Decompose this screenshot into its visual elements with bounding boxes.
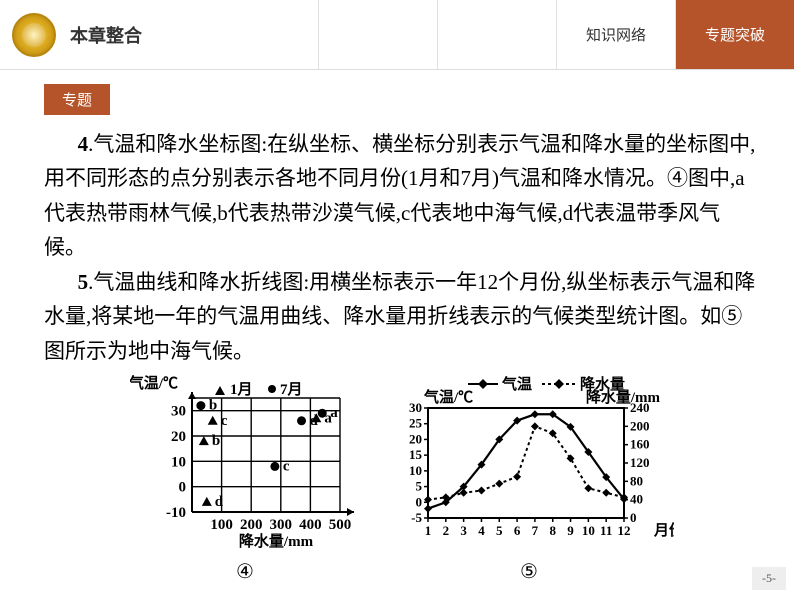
svg-text:3: 3 bbox=[460, 523, 467, 538]
svg-text:100: 100 bbox=[210, 517, 233, 533]
svg-text:40: 40 bbox=[630, 492, 643, 507]
svg-text:c: c bbox=[221, 413, 228, 429]
svg-text:气温/℃: 气温/℃ bbox=[130, 374, 178, 392]
svg-text:25: 25 bbox=[409, 416, 423, 431]
svg-text:200: 200 bbox=[630, 418, 650, 433]
svg-text:160: 160 bbox=[630, 437, 650, 452]
svg-text:10: 10 bbox=[582, 523, 595, 538]
para-text-4: .气温和降水坐标图:在纵坐标、横坐标分别表示气温和降水量的坐标图中,用不同形态的… bbox=[44, 132, 755, 259]
para-num-5: 5 bbox=[78, 270, 89, 294]
svg-text:d: d bbox=[215, 494, 224, 510]
svg-text:-10: -10 bbox=[166, 505, 186, 521]
svg-text:c: c bbox=[283, 458, 290, 474]
svg-text:12: 12 bbox=[618, 523, 631, 538]
svg-text:500: 500 bbox=[329, 517, 352, 533]
spacer bbox=[319, 0, 437, 69]
svg-text:d: d bbox=[310, 413, 319, 429]
svg-text:10: 10 bbox=[171, 454, 186, 470]
para-text-5: .气温曲线和降水折线图:用横坐标表示一年12个月份,纵坐标表示气温和降水量,将某… bbox=[44, 270, 755, 363]
tab-topic-breakthrough[interactable]: 专题突破 bbox=[676, 0, 794, 69]
charts-row: 气温/℃1月7月-100102030100200300400500降水量/mma… bbox=[44, 372, 760, 584]
svg-text:a: a bbox=[324, 410, 332, 426]
svg-text:降水量/mm: 降水量/mm bbox=[239, 532, 314, 550]
svg-text:-5: -5 bbox=[411, 510, 422, 525]
chart4-block: 气温/℃ 1月 7月 -10 0 10 20 30 100 200 300 400 500 降水量/mm a… bbox=[130, 372, 360, 584]
svg-text:气温: 气温 bbox=[501, 375, 532, 393]
svg-text:20: 20 bbox=[409, 431, 422, 446]
svg-text:1月: 1月 bbox=[230, 381, 253, 398]
svg-text:200: 200 bbox=[240, 517, 263, 533]
chart4-svg: 气温/℃ 1月 7月 -10 0 10 20 30 100 200 300 400 500 降水量/mm a… bbox=[130, 372, 360, 552]
svg-text:20: 20 bbox=[171, 429, 186, 445]
svg-text:4: 4 bbox=[478, 523, 485, 538]
svg-text:0: 0 bbox=[179, 480, 187, 496]
svg-text:7: 7 bbox=[532, 523, 539, 538]
page-number: -5- bbox=[752, 567, 786, 590]
svg-text:300: 300 bbox=[270, 517, 293, 533]
content: 专题 4.气温和降水坐标图:在纵坐标、横坐标分别表示气温和降水量的坐标图中,用不… bbox=[0, 70, 794, 584]
chart5-caption: ⑤ bbox=[384, 559, 674, 584]
svg-text:b: b bbox=[212, 433, 220, 449]
svg-text:0: 0 bbox=[630, 510, 637, 525]
para-num-4: 4 bbox=[78, 132, 89, 156]
svg-text:5: 5 bbox=[496, 523, 503, 538]
paragraph-5: 5.气温曲线和降水折线图:用横坐标表示一年12个月份,纵坐标表示气温和降水量,将… bbox=[44, 265, 760, 368]
header: 本章整合 知识网络 专题突破 bbox=[0, 0, 794, 70]
spacer bbox=[438, 0, 556, 69]
svg-text:15: 15 bbox=[409, 447, 423, 462]
svg-text:1: 1 bbox=[425, 523, 432, 538]
svg-text:7月: 7月 bbox=[280, 381, 303, 398]
svg-text:8: 8 bbox=[549, 523, 556, 538]
chart5-block: 气温降水量气温/℃降水量/mm-505101520253004080120160… bbox=[384, 372, 674, 584]
svg-text:30: 30 bbox=[171, 404, 186, 420]
svg-text:9: 9 bbox=[567, 523, 574, 538]
tab-knowledge-network[interactable]: 知识网络 bbox=[557, 0, 675, 69]
chart4-caption: ④ bbox=[130, 559, 360, 584]
svg-text:240: 240 bbox=[630, 400, 650, 415]
svg-text:0: 0 bbox=[416, 494, 423, 509]
chapter-title: 本章整合 bbox=[70, 22, 142, 48]
svg-text:80: 80 bbox=[630, 473, 643, 488]
svg-text:5: 5 bbox=[416, 479, 423, 494]
paragraph-4: 4.气温和降水坐标图:在纵坐标、横坐标分别表示气温和降水量的坐标图中,用不同形态… bbox=[44, 127, 760, 265]
svg-text:11: 11 bbox=[600, 523, 612, 538]
body-text: 4.气温和降水坐标图:在纵坐标、横坐标分别表示气温和降水量的坐标图中,用不同形态… bbox=[44, 127, 760, 368]
svg-text:月份: 月份 bbox=[653, 521, 674, 539]
svg-text:10: 10 bbox=[409, 463, 422, 478]
svg-text:120: 120 bbox=[630, 455, 650, 470]
header-left: 本章整合 bbox=[0, 0, 318, 69]
logo-icon bbox=[12, 13, 56, 57]
svg-text:b: b bbox=[209, 398, 217, 414]
svg-text:气温/℃: 气温/℃ bbox=[423, 388, 473, 406]
svg-text:6: 6 bbox=[514, 523, 521, 538]
svg-text:400: 400 bbox=[299, 517, 322, 533]
chart5-svg: 气温降水量气温/℃降水量/mm-505101520253004080120160… bbox=[384, 372, 674, 552]
svg-text:30: 30 bbox=[409, 400, 422, 415]
topic-badge: 专题 bbox=[44, 84, 110, 115]
svg-text:2: 2 bbox=[443, 523, 450, 538]
